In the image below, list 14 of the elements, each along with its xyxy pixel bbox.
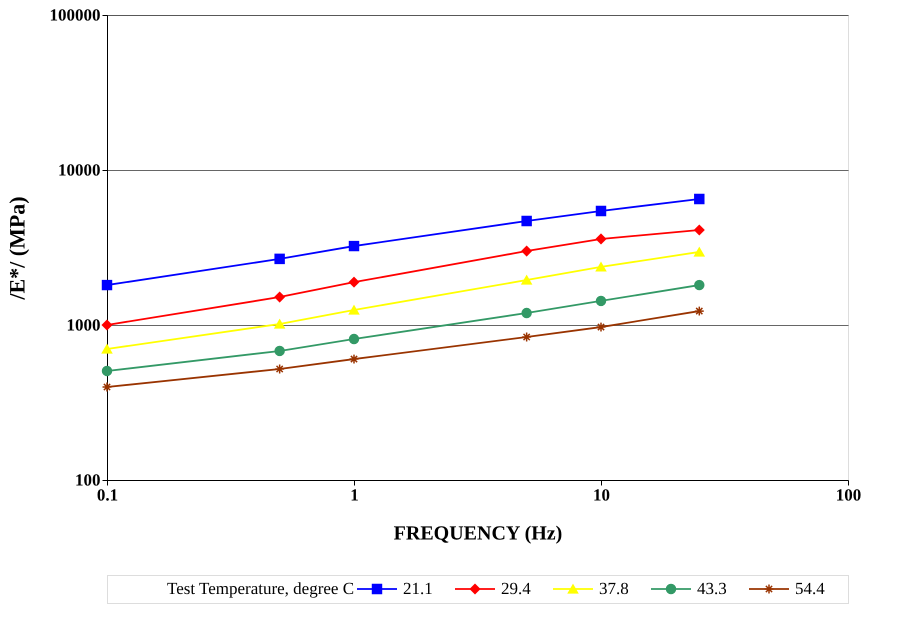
legend-label: 54.4 <box>795 579 826 598</box>
y-tick-label: 10000 <box>58 160 100 180</box>
legend-label: 29.4 <box>501 579 532 598</box>
x-tick-label: 100 <box>836 486 862 504</box>
x-axis-title: FREQUENCY (Hz) <box>394 522 562 544</box>
legend-label: 21.1 <box>403 579 433 598</box>
x-tick-label: 10 <box>593 486 610 504</box>
legend-title: Test Temperature, degree C <box>167 579 354 598</box>
x-tick-label: 1 <box>350 486 359 504</box>
y-tick-label: 100000 <box>50 6 100 24</box>
y-tick-label: 1000 <box>66 316 100 334</box>
legend-label: 37.8 <box>599 579 629 598</box>
y-axis-title: /E*/ (MPa) <box>4 196 30 301</box>
legend-label: 43.3 <box>697 579 727 598</box>
